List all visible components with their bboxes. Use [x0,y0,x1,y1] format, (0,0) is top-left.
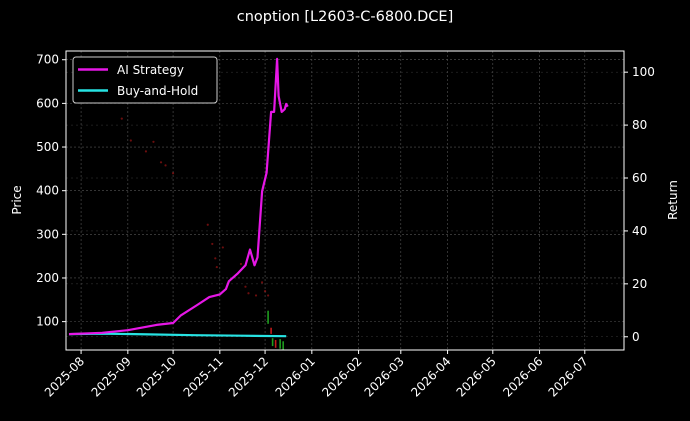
x-tick-label: 2026-04 [408,354,453,399]
y-tick-label-right: 0 [632,330,640,344]
x-tick-label: 2026-03 [362,354,407,399]
y-tick-label-left: 100 [36,315,59,329]
buy-and-hold-line [68,332,287,338]
y-tick-label-right: 100 [632,65,655,79]
y-tick-label-right: 40 [632,224,647,238]
y-axis-left: 100 200 300 400 500 600 700 [36,53,66,329]
legend: AI Strategy Buy-and-Hold [72,56,218,104]
ai-strategy-line [68,57,289,336]
y-axis-right: 0 20 40 60 80 100 [624,65,655,344]
y-tick-label-left: 600 [36,96,59,110]
y-tick-label-right: 80 [632,118,647,132]
x-tick-label: 2026-01 [273,354,318,399]
chart-title: cnoption [L2603-C-6800.DCE] [236,9,454,25]
y-axis-label-left: Price [10,185,24,214]
y-tick-label-left: 400 [36,184,59,198]
x-axis: 2025-08 2025-09 2025-10 2025-11 2025-12 2026-… [42,350,591,400]
plot-frame [65,50,625,351]
legend-label-buy-and-hold: Buy-and-Hold [117,84,198,98]
x-tick-label: 2025-10 [134,354,179,399]
x-tick-label: 2026-02 [319,354,364,399]
x-tick-label: 2025-11 [181,354,226,399]
y-tick-label-right: 60 [632,171,647,185]
x-tick-label: 2026-06 [500,354,545,399]
x-tick-label: 2025-08 [42,354,87,399]
x-tick-label: 2026-07 [546,354,591,399]
y-tick-label-left: 500 [36,140,59,154]
y-tick-label-left: 700 [36,53,59,67]
x-tick-label: 2025-09 [89,354,134,399]
y-tick-label-left: 200 [36,271,59,285]
y-tick-label-left: 300 [36,227,59,241]
price-scatter [120,117,284,350]
y-axis-label-right: Return [666,180,680,220]
x-tick-label: 2025-12 [226,354,271,399]
y-tick-label-right: 20 [632,277,647,291]
x-tick-label: 2026-05 [454,354,499,399]
legend-label-ai-strategy: AI Strategy [117,63,184,77]
grid-lines [66,51,624,350]
